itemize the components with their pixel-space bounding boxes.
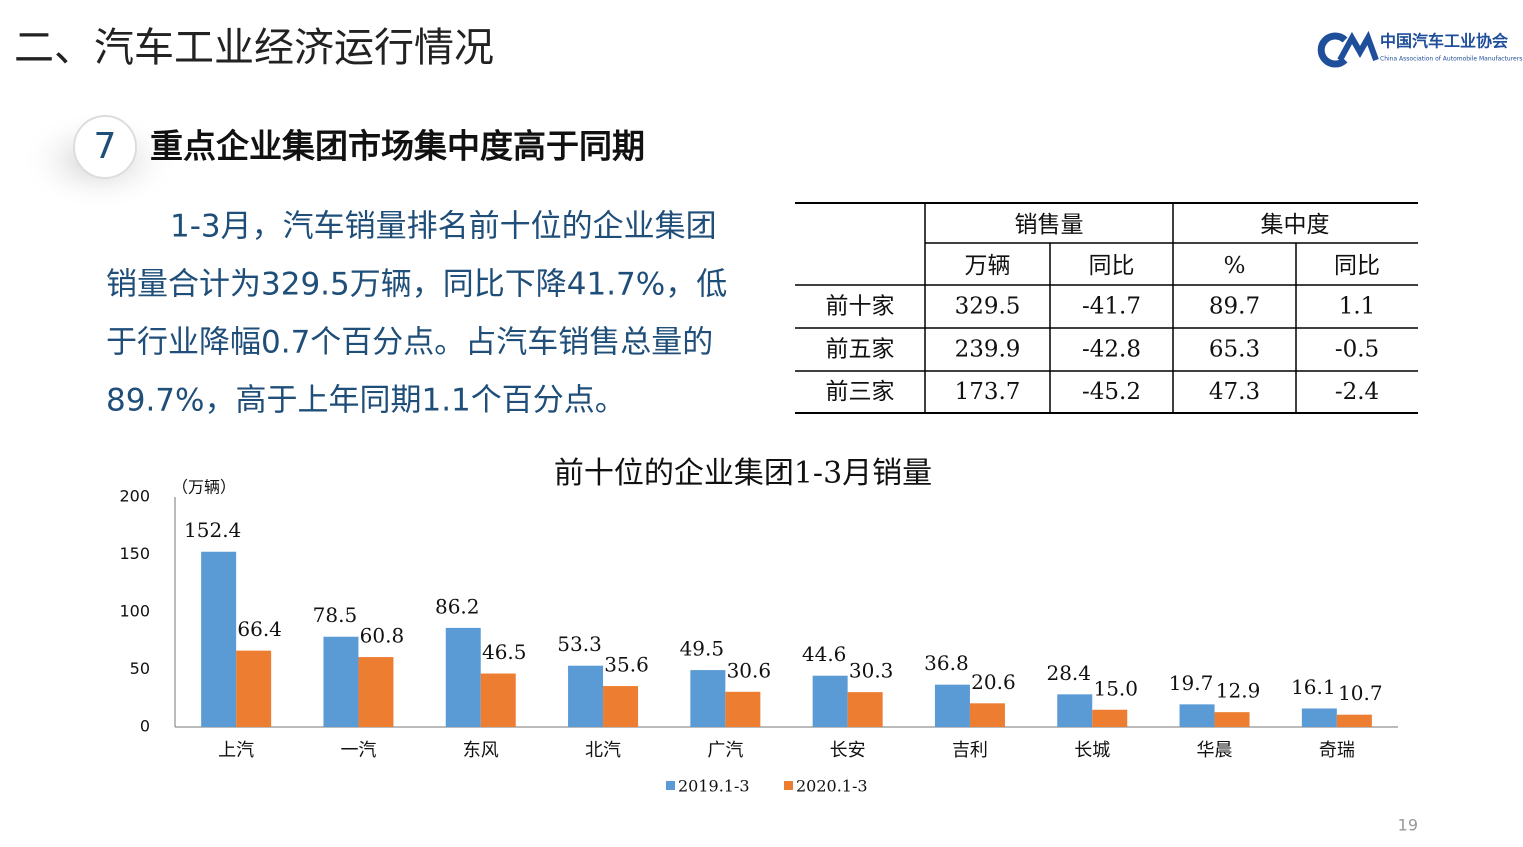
value-label: 60.8 [360,624,405,648]
value-label: 30.3 [849,659,894,683]
bar [201,551,237,727]
value-label: 20.6 [971,670,1016,694]
table-cell: 89.7 [1209,294,1260,320]
bar [1336,714,1372,727]
table-cell: -45.2 [1082,379,1141,405]
bar [236,650,272,727]
value-label: 15.0 [1093,676,1138,700]
paragraph-line: 89.7%，高于上年同期1.1个百分点。 [106,383,626,419]
value-label: 28.4 [1046,661,1091,685]
table-cell: -2.4 [1335,379,1379,405]
x-tick-label: 上汽 [218,740,254,761]
bar [1214,712,1250,727]
x-tick-label: 北汽 [585,740,621,761]
x-tick-label: 一汽 [340,740,376,761]
table-row-label: 前十家 [826,294,895,320]
bar [847,692,883,727]
table-cell: 329.5 [955,294,1021,320]
table-cell: -42.8 [1082,337,1141,363]
legend-label: 2019.1-3 [678,777,750,796]
table-group-header: 集中度 [1261,212,1330,238]
table-sub-header: 万辆 [965,253,1011,279]
bar [1092,709,1128,727]
bar [603,686,639,727]
bar [568,665,604,727]
table-cell: 65.3 [1209,337,1260,363]
bar [934,684,970,727]
y-tick-label: 150 [119,544,150,563]
legend-label: 2020.1-3 [796,777,868,796]
legend-swatch [784,781,793,790]
badge [73,115,137,179]
x-tick-label: 奇瑞 [1319,740,1355,761]
slide-title: 二、汽车工业经济运行情况 [14,25,494,71]
y-axis-label: （万辆） [172,478,236,497]
bar [445,627,481,727]
value-label: 53.3 [557,632,602,656]
table-cell: 239.9 [955,337,1021,363]
bar [323,636,359,727]
paragraph-line: 于行业降幅0.7个百分点。占汽车销售总量的 [106,325,713,361]
table-sub-header: 同比 [1089,253,1135,279]
x-tick-label: 吉利 [952,740,988,761]
value-label: 86.2 [435,594,480,618]
page-number: 19 [1398,816,1418,835]
table-sub-header: % [1224,253,1246,279]
value-label: 44.6 [802,642,847,666]
bar [480,673,516,727]
table-cell: -41.7 [1082,294,1141,320]
table-cell: -0.5 [1335,337,1379,363]
logo-name: 中国汽车工业协会 [1380,32,1508,51]
table-cell: 173.7 [955,379,1021,405]
value-label: 12.9 [1216,679,1261,703]
bar [358,657,394,727]
bar [1301,708,1337,727]
bar [969,703,1005,727]
value-label: 78.5 [313,603,358,627]
y-tick-label: 50 [130,659,150,678]
x-tick-label: 东风 [463,740,499,761]
bar [1179,704,1215,727]
logo-mark [1317,32,1348,68]
legend-swatch [666,781,675,790]
paragraph-line: 销量合计为329.5万辆，同比下降41.7%，低 [106,267,727,303]
logo-english: China Association of Automobile Manufact… [1380,56,1522,63]
logo-mark-m [1337,30,1379,62]
value-label: 10.7 [1338,681,1383,705]
value-label: 152.4 [184,518,241,542]
bar [812,675,848,727]
value-label: 36.8 [924,651,969,675]
table-row-label: 前五家 [826,337,895,363]
value-label: 16.1 [1291,675,1336,699]
table-sub-header: 同比 [1334,253,1380,279]
x-tick-label: 长安 [830,740,866,761]
x-tick-label: 华晨 [1197,740,1233,761]
y-tick-label: 100 [119,602,150,621]
table-cell: 1.1 [1339,294,1376,320]
value-label: 30.6 [727,658,772,682]
chart-title: 前十位的企业集团1-3月销量 [554,456,932,491]
table-row-label: 前三家 [826,379,895,405]
x-tick-label: 长城 [1074,740,1110,761]
table-cell: 47.3 [1209,379,1260,405]
y-tick-label: 200 [119,487,150,506]
section-number: 7 [94,126,117,167]
paragraph-line: 1-3月，汽车销量排名前十位的企业集团 [170,209,717,245]
section-heading: 重点企业集团市场集中度高于同期 [150,127,645,166]
x-tick-label: 广汽 [707,740,743,761]
value-label: 19.7 [1169,671,1214,695]
value-label: 66.4 [237,617,282,641]
value-label: 49.5 [680,637,725,661]
value-label: 35.6 [604,653,649,677]
bar [1057,694,1093,727]
bar [725,691,761,727]
y-tick-label: 0 [140,717,150,736]
value-label: 46.5 [482,640,527,664]
table-group-header: 销售量 [1015,212,1084,238]
bar [690,670,726,727]
